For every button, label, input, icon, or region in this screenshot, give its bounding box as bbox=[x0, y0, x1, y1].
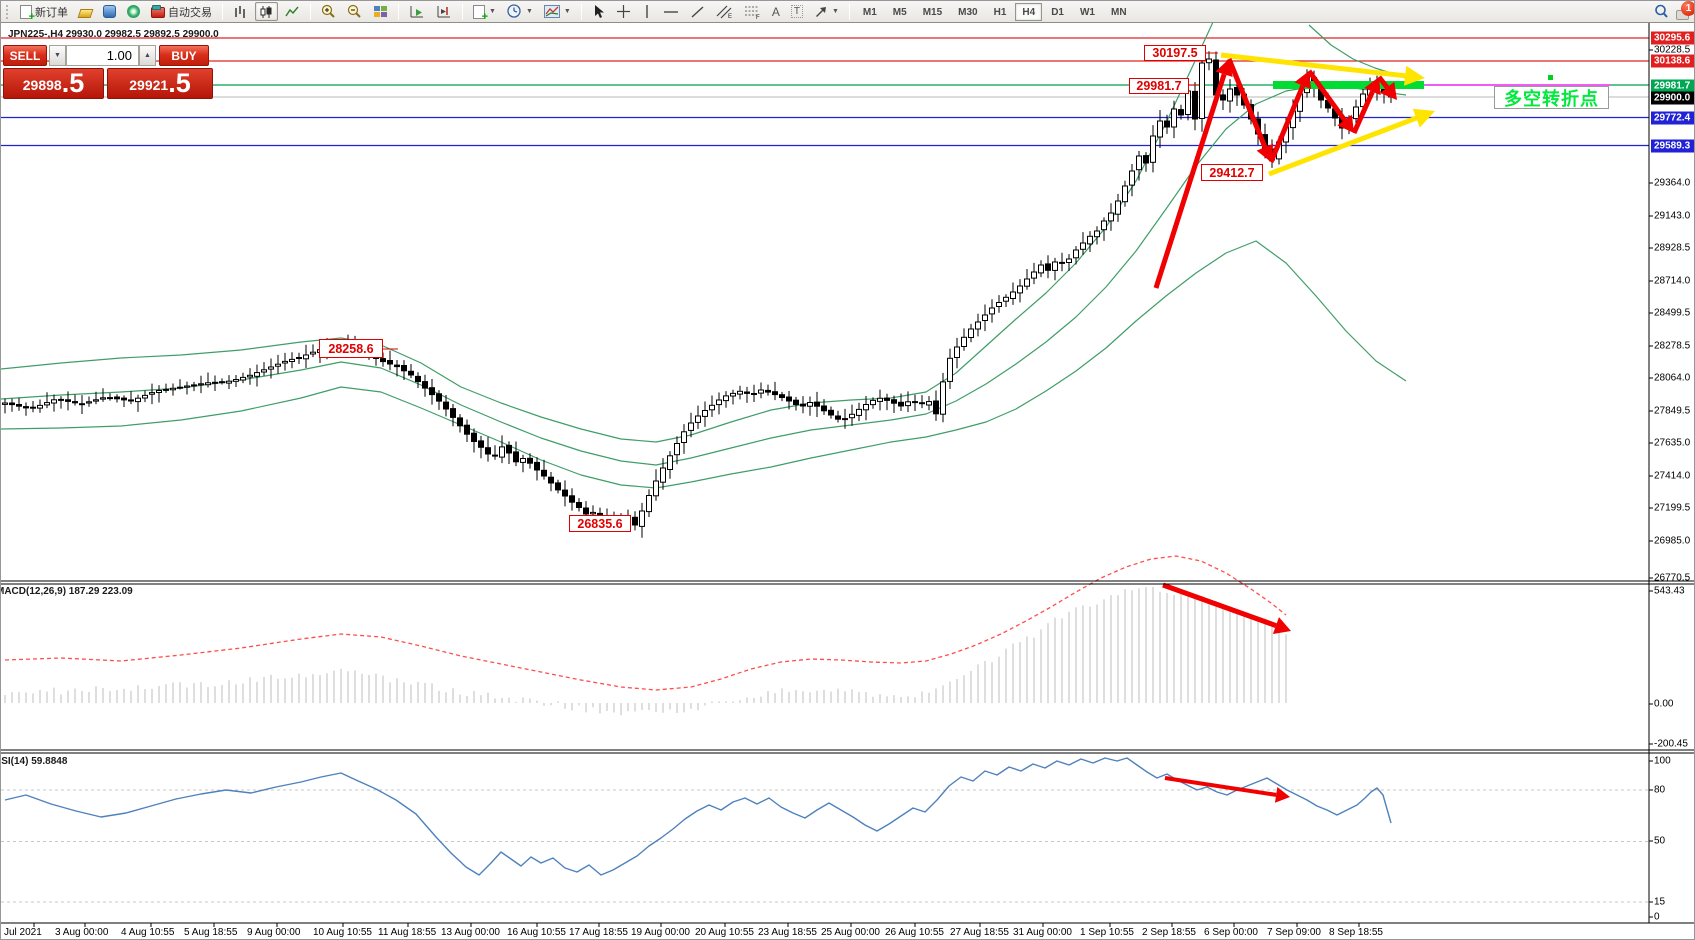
periods-button[interactable]: ▼ bbox=[503, 2, 537, 21]
cursor-icon bbox=[594, 5, 604, 18]
volume-decrease-button[interactable]: ▼ bbox=[49, 45, 66, 66]
timeframe-bar: M1 M5 M15 M30 H1 H4 D1 W1 MN bbox=[856, 2, 1134, 21]
timeframe-d1[interactable]: D1 bbox=[1051, 6, 1064, 18]
line-chart-icon bbox=[285, 6, 299, 16]
buy-price-display[interactable]: 29921.5 bbox=[107, 68, 213, 99]
search-button[interactable] bbox=[1650, 2, 1673, 21]
tile-windows-icon bbox=[374, 5, 387, 17]
horizontal-line-icon bbox=[663, 10, 678, 13]
toolbar-separator bbox=[580, 3, 582, 20]
template-icon bbox=[543, 5, 560, 18]
auto-scroll-icon bbox=[410, 5, 423, 17]
timeframe-m30[interactable]: M30 bbox=[958, 6, 978, 18]
sell-button[interactable]: SELL bbox=[3, 45, 47, 66]
timeframe-h1[interactable]: H1 bbox=[993, 6, 1007, 18]
equidistant-channel-icon: E bbox=[716, 5, 732, 19]
clock-icon bbox=[507, 4, 521, 18]
sell-price-display[interactable]: 29898.5 bbox=[3, 68, 104, 99]
chevron-down-icon: ▼ bbox=[525, 8, 533, 15]
deposit-button[interactable] bbox=[75, 2, 96, 21]
zoom-out-icon bbox=[347, 4, 361, 18]
line-chart-button[interactable] bbox=[281, 2, 304, 21]
vertical-line-icon bbox=[646, 5, 648, 18]
candlestick-chart-button[interactable] bbox=[255, 2, 278, 21]
auto-scroll-button[interactable] bbox=[405, 2, 429, 21]
zoom-out-button[interactable] bbox=[343, 2, 366, 21]
chart-symbol-header: JPN225-,H4 29930.0 29982.5 29892.5 29900… bbox=[8, 29, 219, 40]
fibonacci-tool[interactable]: F bbox=[740, 2, 765, 21]
templates-button[interactable]: ▼ bbox=[540, 2, 575, 21]
timeframe-m5[interactable]: M5 bbox=[892, 6, 907, 18]
search-icon bbox=[1655, 4, 1668, 18]
market-watch-button[interactable] bbox=[99, 2, 120, 21]
volume-increase-button[interactable]: ▲ bbox=[139, 45, 156, 66]
signal-icon bbox=[127, 5, 140, 18]
market-icon bbox=[103, 5, 116, 18]
notifications-button[interactable]: 1 bbox=[1676, 1, 1694, 20]
timeframe-m15[interactable]: M15 bbox=[922, 6, 943, 18]
toolbar-separator bbox=[310, 3, 311, 20]
notification-count-badge: 1 bbox=[1681, 1, 1694, 16]
fibonacci-icon: F bbox=[744, 6, 760, 19]
candlestick-chart-icon bbox=[260, 5, 272, 18]
auto-trading-button[interactable]: 自动交易 bbox=[147, 2, 216, 21]
text-a-icon: A bbox=[771, 4, 780, 19]
tile-windows-button[interactable] bbox=[369, 2, 392, 21]
trendline-icon bbox=[691, 5, 704, 18]
toolbar-separator bbox=[222, 3, 223, 20]
timeframe-m1[interactable]: M1 bbox=[862, 6, 877, 18]
chevron-down-icon: ▼ bbox=[489, 8, 496, 15]
chart-shift-button[interactable] bbox=[432, 2, 456, 21]
text-label-icon: T bbox=[790, 5, 803, 18]
bar-chart-icon bbox=[235, 5, 245, 18]
text-tool[interactable]: A bbox=[768, 2, 784, 21]
one-click-trading-panel: SELL ▼ 1.00 ▲ BUY 29898.5 29921.5 bbox=[3, 45, 213, 99]
cursor-tool[interactable] bbox=[588, 2, 609, 21]
zoom-in-button[interactable] bbox=[317, 2, 340, 21]
auto-trading-label: 自动交易 bbox=[168, 6, 212, 19]
new-order-icon bbox=[20, 4, 35, 23]
chart-shift-icon bbox=[437, 5, 450, 17]
indicators-button[interactable]: ▼ bbox=[469, 2, 500, 23]
buy-button[interactable]: BUY bbox=[159, 45, 209, 66]
new-order-label: 新订单 bbox=[35, 6, 68, 19]
toolbar-separator bbox=[462, 3, 463, 20]
channel-tool[interactable]: E bbox=[712, 2, 737, 21]
new-order-button[interactable]: 新订单 bbox=[16, 2, 72, 23]
arrow-shape-icon bbox=[815, 7, 826, 17]
toolbar-separator bbox=[398, 3, 399, 20]
toolbar-separator bbox=[848, 3, 850, 20]
timeframe-h4[interactable]: H4 bbox=[1015, 2, 1043, 21]
arrows-tool[interactable]: ▼ bbox=[810, 2, 843, 21]
sell-price-fraction: .5 bbox=[61, 68, 85, 98]
bar-chart-button[interactable] bbox=[229, 2, 252, 21]
svg-text:E: E bbox=[728, 14, 732, 19]
zoom-in-icon bbox=[321, 4, 335, 18]
crosshair-icon bbox=[616, 5, 630, 18]
buy-price-fraction: .5 bbox=[168, 68, 191, 98]
volume-input[interactable]: 1.00 bbox=[66, 45, 139, 66]
signals-button[interactable] bbox=[123, 2, 144, 21]
add-indicator-icon bbox=[473, 4, 488, 23]
buy-price-main: 29921 bbox=[129, 77, 169, 93]
horizontal-line-tool[interactable] bbox=[659, 2, 683, 21]
chevron-down-icon: ▼ bbox=[831, 8, 839, 15]
sell-price-main: 29898 bbox=[22, 77, 62, 93]
vertical-line-tool[interactable] bbox=[638, 2, 656, 21]
text-label-tool[interactable]: T bbox=[787, 2, 807, 21]
auto-trading-icon bbox=[151, 5, 165, 18]
timeframe-w1[interactable]: W1 bbox=[1079, 6, 1095, 18]
timeframe-mn[interactable]: MN bbox=[1110, 6, 1127, 18]
crosshair-tool[interactable] bbox=[612, 2, 635, 21]
toolbar-grip[interactable] bbox=[6, 4, 10, 19]
gold-bar-icon bbox=[77, 8, 94, 18]
trendline-tool[interactable] bbox=[686, 2, 709, 21]
main-toolbar: 新订单 自动交易 bbox=[1, 1, 1694, 23]
chevron-down-icon: ▼ bbox=[563, 8, 571, 15]
svg-text:F: F bbox=[756, 15, 760, 19]
